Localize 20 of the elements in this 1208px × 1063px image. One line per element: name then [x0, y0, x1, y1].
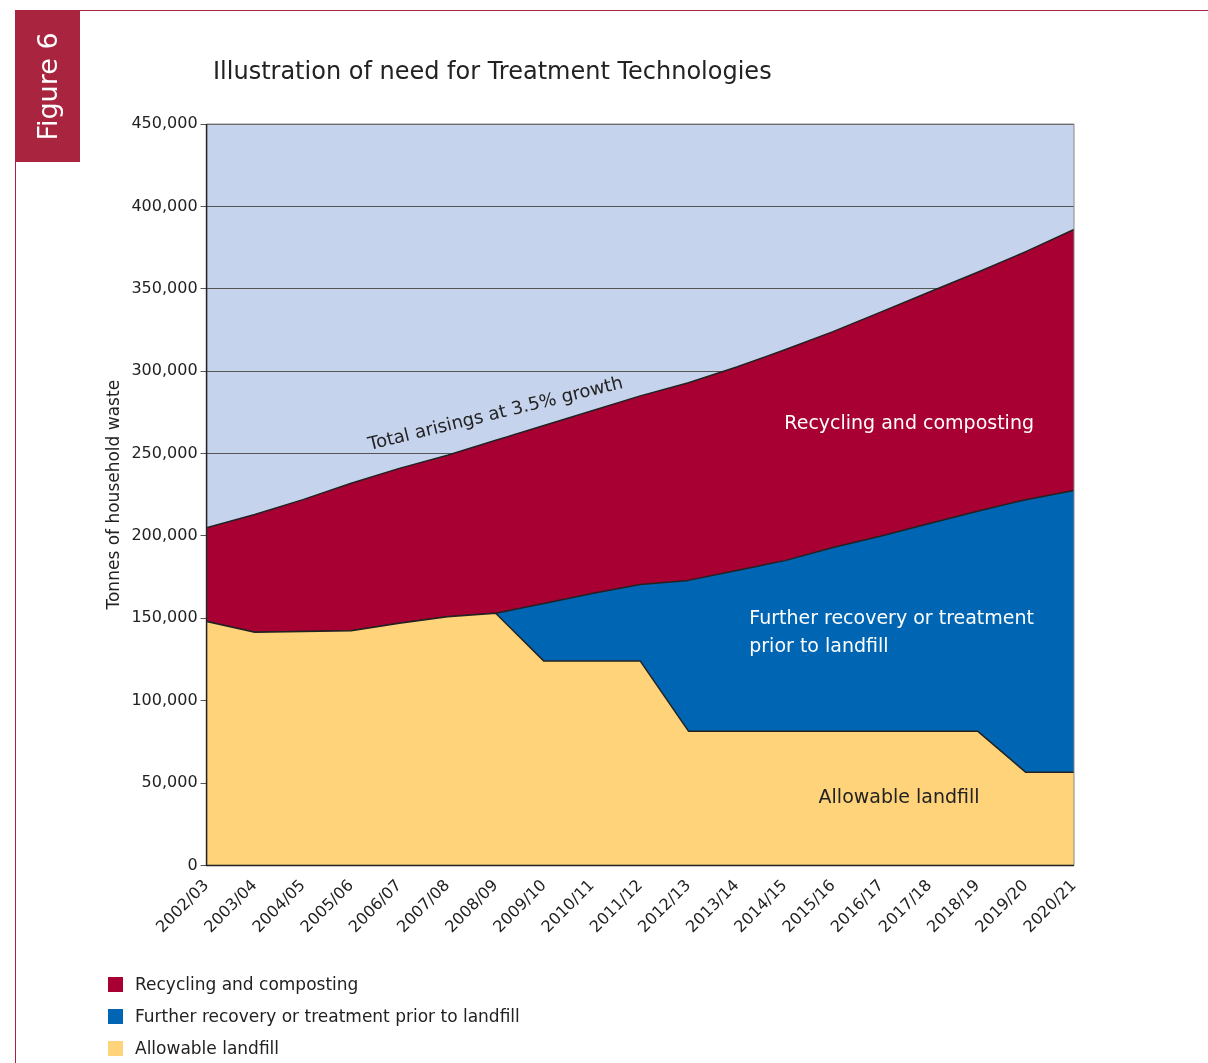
- y-tick-label: 350,000: [131, 277, 198, 297]
- text: Further recovery or treatment prior to landfill: [749, 606, 1034, 657]
- y-tick-label: 150,000: [131, 607, 198, 627]
- y-tick-label: 400,000: [131, 195, 198, 215]
- annotation: Total arisings at 3.5% growth: [364, 371, 625, 455]
- y-tick-label: 300,000: [131, 360, 198, 380]
- y-tick-label: 200,000: [131, 525, 198, 545]
- caption: Figure 6: [32, 31, 64, 141]
- legend-label: Further recovery or treatment prior to landfill: [135, 1006, 520, 1026]
- text: Recycling and composting: [784, 410, 1034, 433]
- chart-title: Illustration of need for Treatment Technologies: [213, 57, 772, 85]
- text: Allowable landfill: [818, 785, 980, 808]
- y-axis-title: Tonnes of household waste: [102, 379, 123, 611]
- y-tick-label: 0: [187, 854, 198, 874]
- y-tick-label: 450,000: [131, 113, 198, 133]
- legend-label: Allowable landfill: [135, 1038, 280, 1058]
- y-tick-label: 50,000: [141, 772, 198, 792]
- y-tick-label: 100,000: [131, 689, 198, 709]
- legend-label: Recycling and composting: [135, 974, 359, 994]
- y-tick-label: 250,000: [131, 442, 198, 462]
